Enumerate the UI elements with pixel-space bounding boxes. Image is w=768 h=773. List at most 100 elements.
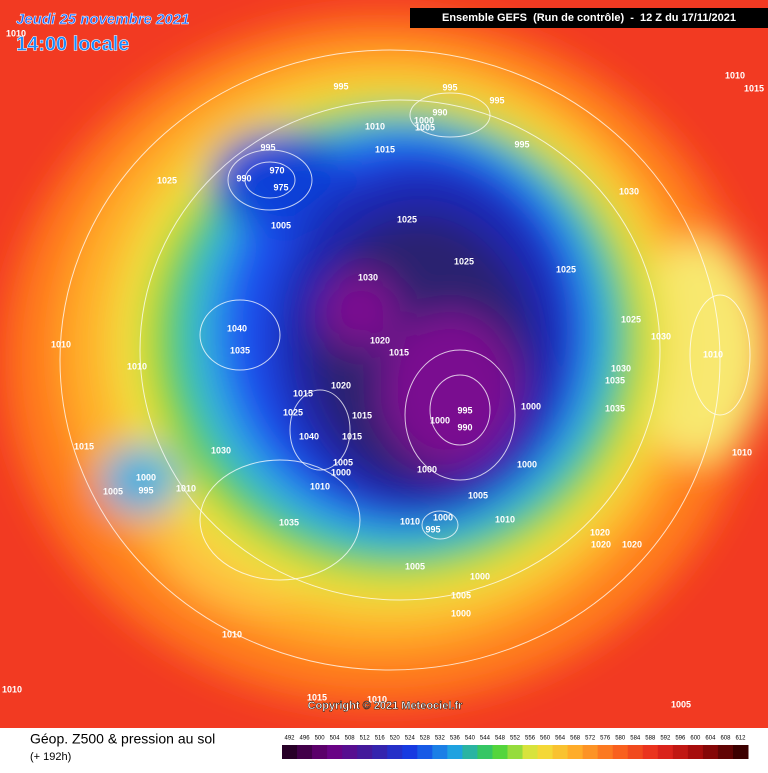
legend-swatch [312,745,328,759]
legend-swatch [297,745,313,759]
legend-swatch [342,745,358,759]
legend-tick-label: 548 [495,736,506,742]
legend-swatch [387,745,403,759]
legend-swatch [417,745,433,759]
isobar-label: 1020 [370,335,390,345]
isobar-label: 970 [269,165,284,175]
legend-swatch [642,745,659,759]
legend-swatch [732,745,749,759]
legend-tick-label: 604 [705,736,716,742]
legend-swatch [702,745,719,759]
isobar-label: 1030 [619,186,639,196]
isobars [59,49,751,671]
legend-swatch [687,745,704,759]
legend-swatch [357,745,373,759]
legend-tick-label: 508 [345,736,356,742]
legend-tick-label: 588 [645,736,656,742]
isobar-label: 1000 [517,459,537,469]
isobar-label: 1025 [283,407,303,417]
isobar-label: 1005 [468,490,488,500]
isobar-label: 1000 [417,464,437,474]
isobar-label: 995 [425,524,440,534]
isobar-label: 1010 [176,483,196,493]
copyright: Copyright © 2021 Meteociel.fr [308,700,464,712]
z500-field [0,0,768,728]
isobar-label: 1010 [703,349,723,359]
isobar-label: 1010 [51,339,71,349]
legend-swatch [567,745,584,759]
legend-tick-label: 608 [720,736,731,742]
isobar-label: 1005 [405,561,425,571]
legend-swatch [507,745,524,759]
isobar-label: 1000 [136,472,156,482]
legend-swatch [657,745,674,759]
legend-tick-label: 528 [420,736,431,742]
isobar-label: 1025 [397,214,417,224]
isobar-label: 1010 [6,28,26,38]
isobar-label: 1010 [127,361,147,371]
isobar-label: 1005 [271,220,291,230]
isobar-label: 1020 [590,527,610,537]
date: Jeudi 25 novembre 2021 [16,11,189,28]
legend-tick-label: 612 [735,736,746,742]
isobar-label: 1010 [365,121,385,131]
local-time: 14:00 locale [16,33,129,55]
isobar-label: 1025 [556,264,576,274]
isobar-label: 1020 [622,539,642,549]
isobar-label: 1030 [611,363,631,373]
isobar-label: 1020 [591,539,611,549]
isobar-label: 1020 [331,380,351,390]
legend-swatch [462,745,478,759]
run-box [410,8,768,28]
isobar-label: 995 [260,142,275,152]
footer-title: Géop. Z500 & pression au sol [30,731,215,747]
isobar-label: 1015 [375,144,395,154]
isobar-label: 1035 [230,345,250,355]
isobar-label: 1025 [454,256,474,266]
legend-tick-label: 500 [315,736,326,742]
lead-time: (+ 192h) [30,751,71,763]
isobar-label: 1010 [400,516,420,526]
isobar-label: 1000 [470,571,490,581]
isobar-label: 1005 [333,457,353,467]
legend-swatch [672,745,689,759]
legend: 492 496 500 504 508 512 516 520 524 528 532 536 540 5… [282,736,749,759]
legend-tick-label: 532 [435,736,446,742]
legend-tick-label: 580 [615,736,626,742]
legend-swatch [612,745,629,759]
legend-tick-label: 584 [630,736,641,742]
legend-tick-label: 496 [300,736,311,742]
run-info: Ensemble GEFS (Run de contrôle) - 12 Z d… [442,12,736,24]
isobar-label: 995 [489,95,504,105]
isobar-label: 990 [432,107,447,117]
legend-swatch [552,745,569,759]
isobar-label: 995 [514,139,529,149]
isobar-label: 1035 [279,517,299,527]
legend-tick-label: 552 [510,736,521,742]
legend-tick-label: 520 [390,736,401,742]
isobar-label: 1005 [451,590,471,600]
isobar-label: 995 [442,82,457,92]
isobar-label: 1025 [621,314,641,324]
isobar-label: 1010 [310,481,330,491]
legend-tick-label: 544 [480,736,491,742]
isobar-label: 1030 [358,272,378,282]
legend-tick-label: 556 [525,736,536,742]
legend-swatch [627,745,644,759]
isobar-label: 1010 [732,447,752,457]
legend-swatch [447,745,463,759]
legend-tick-label: 512 [360,736,371,742]
isobar-label: 1010 [495,514,515,524]
legend-swatch [372,745,388,759]
isobar-label: 1000 [414,115,434,125]
legend-tick-label: 504 [330,736,341,742]
isobar-label: 1035 [605,375,625,385]
legend-tick-label: 516 [375,736,386,742]
isobar-label: 995 [138,485,153,495]
isobar-label: 1015 [293,388,313,398]
legend-tick-label: 492 [285,736,296,742]
isobar-label: 1035 [605,403,625,413]
isobar-label: 1000 [331,467,351,477]
isobar-label: 1000 [433,512,453,522]
